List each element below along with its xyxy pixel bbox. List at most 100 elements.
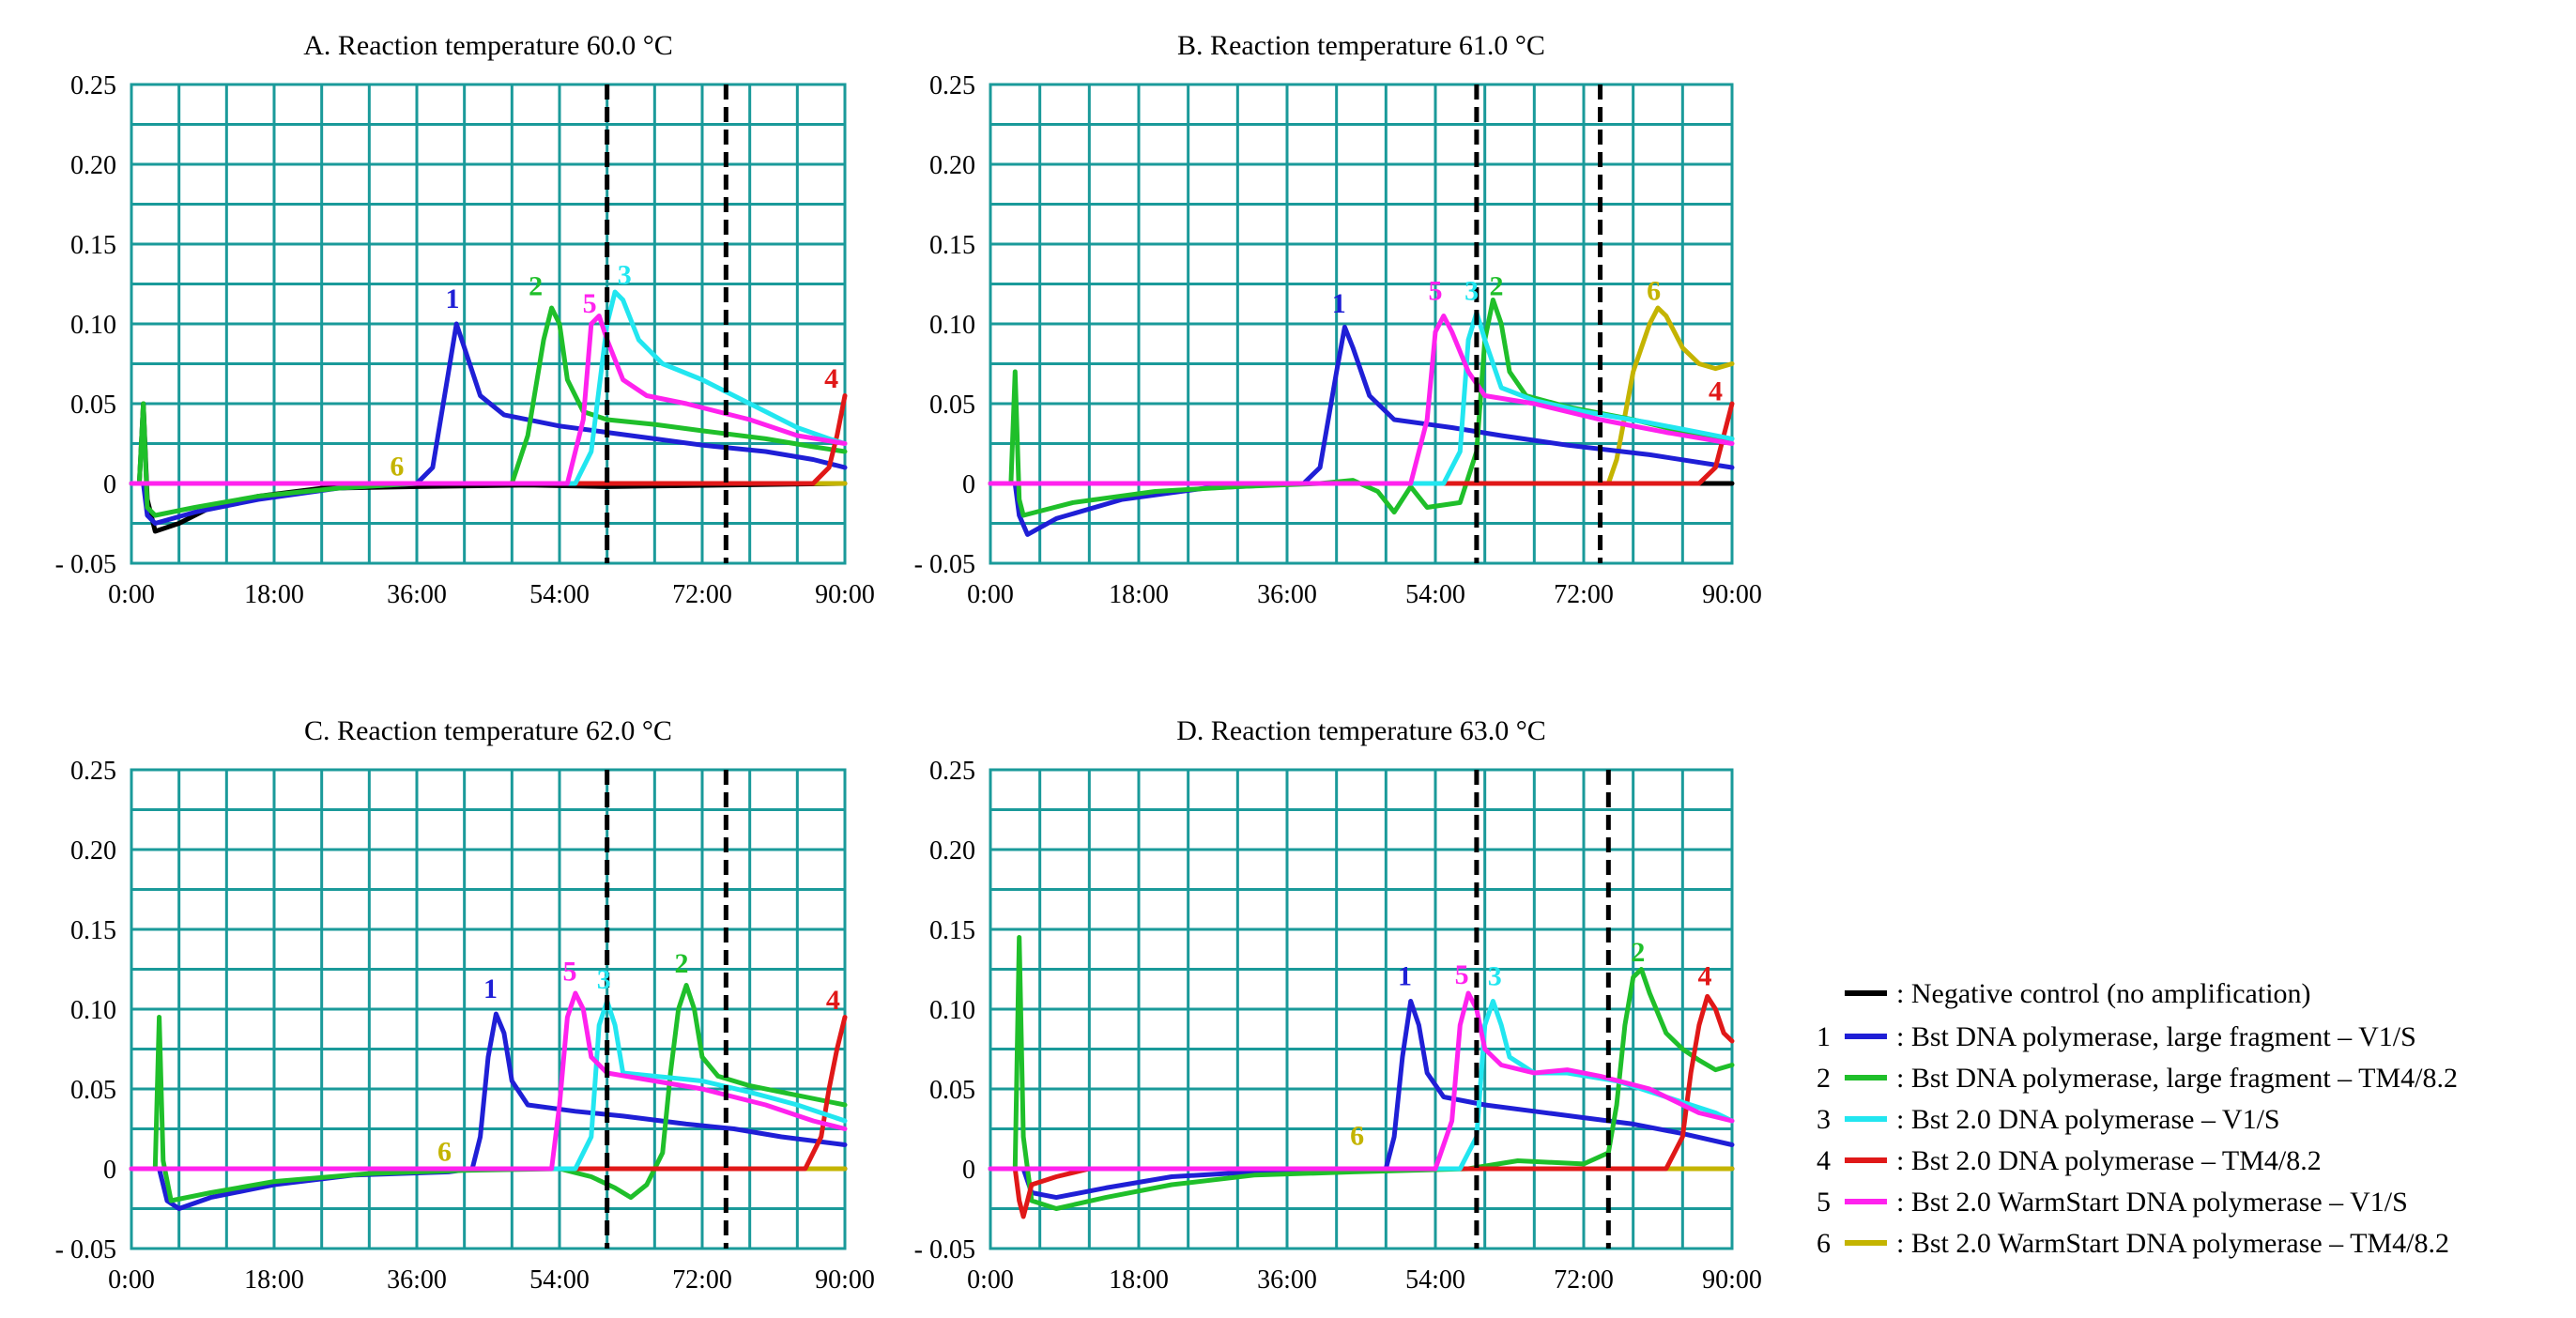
panel-c-series-s5 (129, 990, 848, 1172)
panel-c-series-s3 (129, 999, 848, 1172)
panel-c-label-5: 5 (562, 956, 576, 987)
panel-b-label-5: 5 (1429, 276, 1443, 307)
panel-d-label-4: 4 (1698, 961, 1712, 992)
panel-d-label-6: 6 (1350, 1121, 1364, 1152)
panel-d-xtick: 36:00 (1257, 1265, 1317, 1295)
panel-b-xtick: 18:00 (1109, 580, 1169, 609)
panel-a-ytick: 0.05 (70, 391, 116, 420)
legend-label-negative: : Negative control (no amplification) (1896, 978, 2311, 1009)
panel-d-ytick: 0.15 (929, 916, 975, 945)
panel-a-ytick: 0.20 (70, 151, 116, 180)
panel-d-xtick: 90:00 (1702, 1265, 1762, 1295)
panel-d-xtick: 72:00 (1554, 1265, 1614, 1295)
panel-a-label-2: 2 (529, 270, 543, 301)
panel-c-ytick: 0.10 (70, 996, 116, 1025)
panel-d-ytick: 0 (962, 1156, 975, 1185)
legend-number-3: 3 (1817, 1104, 1831, 1135)
legend-label-6: : Bst 2.0 WarmStart DNA polymerase – TM4… (1896, 1228, 2449, 1259)
panel-c-ytick: 0 (103, 1156, 116, 1185)
panel-c-ytick: - 0.05 (55, 1235, 116, 1264)
panel-b-ytick: - 0.05 (914, 550, 975, 579)
panel-a-ytick: 0 (103, 470, 116, 499)
panel-d-title: D. Reaction temperature 63.0 °C (1176, 715, 1546, 746)
panel-b-ytick: 0.10 (929, 311, 975, 340)
panel-c-label-2: 2 (675, 948, 689, 979)
panel-c-xtick: 0:00 (108, 1265, 155, 1295)
panel-b-label-4: 4 (1709, 376, 1723, 407)
panel-d-label-3: 3 (1488, 961, 1502, 992)
panel-d-ytick: 0.25 (929, 757, 975, 786)
legend-item-negative: : Negative control (no amplification) (1845, 978, 2311, 1009)
panel-a-ytick: 0.25 (70, 71, 116, 100)
panel-b-ytick: 0.20 (929, 151, 975, 180)
legend-label-2: : Bst DNA polymerase, large fragment – T… (1896, 1063, 2458, 1094)
panel-b-label-3: 3 (1464, 276, 1479, 307)
legend-number-6: 6 (1817, 1228, 1831, 1259)
panel-c-xtick: 54:00 (529, 1265, 590, 1295)
panel-a-label-1: 1 (446, 284, 460, 314)
panel-c-xtick: 36:00 (387, 1265, 447, 1295)
legend-label-1: : Bst DNA polymerase, large fragment – V… (1896, 1021, 2416, 1052)
legend-label-3: : Bst 2.0 DNA polymerase – V1/S (1896, 1104, 2280, 1135)
panel-b-ytick: 0.25 (929, 71, 975, 100)
panel-a-xtick: 36:00 (387, 580, 447, 609)
panel-b-series-s3 (988, 310, 1735, 486)
panel-a-ytick: - 0.05 (55, 550, 116, 579)
legend-item-5: 5 : Bst 2.0 WarmStart DNA polymerase – V… (1817, 1187, 2408, 1218)
legend-label-5: : Bst 2.0 WarmStart DNA polymerase – V1/… (1896, 1187, 2408, 1218)
panel-d-xtick: 18:00 (1109, 1265, 1169, 1295)
panel-d-label-2: 2 (1631, 937, 1645, 968)
panel-d-label-5: 5 (1455, 959, 1469, 990)
panel-a-series-s4 (129, 393, 848, 486)
panel-c-ytick: 0.05 (70, 1076, 116, 1105)
panel-b-xtick: 90:00 (1702, 580, 1762, 609)
panel-a-xtick: 90:00 (815, 580, 875, 609)
panel-a-label-6: 6 (390, 452, 404, 483)
panel-d-xtick: 0:00 (967, 1265, 1014, 1295)
panel-d-ytick: - 0.05 (914, 1235, 975, 1264)
panel-d-label-1: 1 (1398, 961, 1412, 992)
panel-b-xtick: 0:00 (967, 580, 1014, 609)
panel-a-xtick: 18:00 (244, 580, 304, 609)
panel-d-xtick: 54:00 (1405, 1265, 1465, 1295)
legend-item-2: 2 : Bst DNA polymerase, large fragment –… (1817, 1063, 2458, 1094)
panel-b-ytick: 0 (962, 470, 975, 499)
panel-c-xtick: 72:00 (672, 1265, 732, 1295)
panel-b-xtick: 72:00 (1554, 580, 1614, 609)
panel-a: A. Reaction temperature 60.0 °C 0.25 0.20 0… (55, 30, 875, 609)
legend-item-3: 3 : Bst 2.0 DNA polymerase – V1/S (1817, 1104, 2280, 1135)
panel-b-label-6: 6 (1647, 276, 1661, 307)
panel-d: D. Reaction temperature 63.0 °C 0.25 0.20 0… (914, 715, 1762, 1295)
panel-b-series-s6 (988, 305, 1735, 486)
panel-b-series-s5 (988, 314, 1735, 486)
legend-number-2: 2 (1817, 1063, 1831, 1094)
panel-a-xtick: 72:00 (672, 580, 732, 609)
panel-c-xtick: 18:00 (244, 1265, 304, 1295)
legend-label-4: : Bst 2.0 DNA polymerase – TM4/8.2 (1896, 1145, 2322, 1176)
panel-c-label-3: 3 (597, 964, 611, 995)
legend-number-1: 1 (1817, 1021, 1831, 1052)
panel-c-xtick: 90:00 (815, 1265, 875, 1295)
panel-d-ytick: 0.20 (929, 836, 975, 866)
panel-a-label-3: 3 (618, 260, 632, 291)
panel-a-series-s1 (129, 321, 848, 526)
panel-b-label-2: 2 (1489, 270, 1503, 301)
panel-d-series-s5 (988, 990, 1735, 1172)
legend-item-1: 1 : Bst DNA polymerase, large fragment –… (1817, 1021, 2416, 1052)
panel-b-ytick: 0.15 (929, 231, 975, 260)
panel-b-series-s4 (988, 401, 1735, 486)
panel-a-ytick: 0.10 (70, 311, 116, 340)
panel-c-ytick: 0.25 (70, 757, 116, 786)
panel-c-label-4: 4 (826, 985, 840, 1016)
panel-c-title: C. Reaction temperature 62.0 °C (304, 715, 672, 746)
panel-b-series-s1 (988, 324, 1735, 537)
panel-a-label-4: 4 (824, 363, 838, 394)
panel-b-ytick: 0.05 (929, 391, 975, 420)
panel-c: C. Reaction temperature 62.0 °C 0.25 0.20 0… (55, 715, 875, 1295)
panel-a-label-5: 5 (583, 288, 597, 319)
panel-a-title: A. Reaction temperature 60.0 °C (303, 30, 673, 61)
panel-c-series-s2 (129, 983, 848, 1203)
panel-b-xtick: 54:00 (1405, 580, 1465, 609)
legend-number-5: 5 (1817, 1187, 1831, 1218)
